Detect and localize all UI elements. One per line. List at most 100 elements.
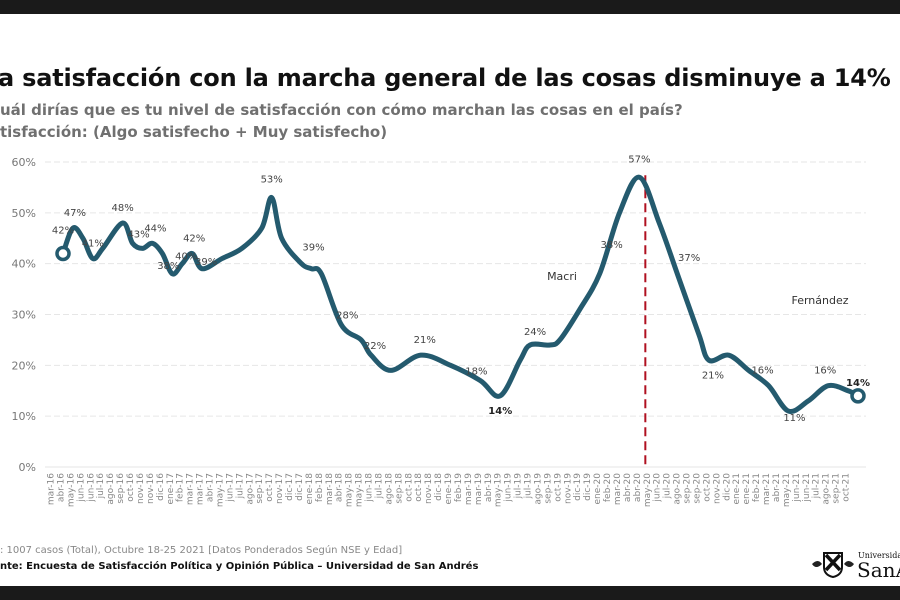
line-chart: 0%10%20%30%40%50%60%mar-16 abr-16 may-16 ju… bbox=[12, 154, 870, 507]
x-tick-label: oct-20 bbox=[702, 473, 712, 502]
x-tick-label: abr-21 bbox=[772, 473, 782, 502]
logo-text-line1: Universidad bbox=[858, 551, 900, 560]
x-tick-label: sep-20 bbox=[683, 473, 693, 504]
x-tick-label: sep-18 bbox=[394, 473, 404, 504]
x-tick-label: jul-19 bbox=[524, 473, 534, 500]
data-label: 42% bbox=[52, 226, 74, 237]
x-tick-label: nov-17 bbox=[275, 473, 285, 504]
x-tick-label: ene-17 bbox=[166, 473, 176, 504]
x-tick-label: oct-16 bbox=[126, 473, 136, 502]
x-tick-label: oct-18 bbox=[404, 473, 414, 502]
x-tick-label: ago-20 bbox=[673, 473, 683, 505]
x-tick-label: jun-19 bbox=[504, 473, 514, 503]
x-tick-label: may-19 bbox=[494, 473, 504, 507]
endpoint-marker bbox=[55, 245, 71, 262]
data-label: 18% bbox=[465, 367, 487, 378]
x-tick-label: jul-16 bbox=[96, 473, 106, 500]
x-tick-label: dic-19 bbox=[583, 473, 593, 501]
x-tick-label: ene-19 bbox=[444, 473, 454, 505]
bottom-black-bar bbox=[0, 586, 900, 600]
y-tick-label: 40% bbox=[12, 258, 36, 271]
data-label: 38% bbox=[601, 240, 623, 251]
y-tick-label: 0% bbox=[19, 461, 36, 474]
x-tick-label: jun-16 bbox=[76, 473, 86, 503]
x-tick-label: may-16 bbox=[66, 473, 76, 507]
x-tick-label: ago-16 bbox=[106, 473, 116, 505]
x-tick-label: mar-19 bbox=[464, 473, 474, 505]
top-black-bar bbox=[0, 0, 900, 14]
x-tick-label: sep-21 bbox=[832, 473, 842, 504]
x-tick-label: oct-18 bbox=[414, 473, 424, 502]
x-tick-label: sep-16 bbox=[116, 473, 126, 504]
data-label: 47% bbox=[64, 208, 86, 219]
x-tick-label: nov-16 bbox=[146, 473, 156, 504]
x-tick-label: oct-17 bbox=[265, 473, 275, 502]
x-tick-label: nov-18 bbox=[424, 473, 434, 504]
x-tick-label: mar-16 bbox=[47, 473, 57, 505]
data-label: 22% bbox=[364, 341, 386, 352]
x-tick-label: ago-17 bbox=[245, 473, 255, 505]
page-title: a satisfacción con la marcha general de … bbox=[0, 64, 891, 92]
data-label: 41% bbox=[82, 239, 104, 250]
x-tick-label: dic-16 bbox=[156, 473, 166, 501]
x-tick-label: abr-20 bbox=[633, 473, 643, 502]
x-tick-label: mar-20 bbox=[613, 473, 623, 505]
y-tick-label: 50% bbox=[12, 207, 36, 220]
x-tick-label: abr-20 bbox=[623, 473, 633, 502]
x-tick-label: ene-20 bbox=[593, 473, 603, 505]
x-tick-label: jun-18 bbox=[365, 473, 375, 503]
data-label: 42% bbox=[183, 234, 205, 245]
data-label: 21% bbox=[414, 335, 436, 346]
data-label: 38% bbox=[157, 261, 179, 272]
x-tick-label: may-20 bbox=[643, 473, 653, 507]
x-tick-label: dic-17 bbox=[295, 473, 305, 501]
x-tick-label: nov-20 bbox=[712, 473, 722, 504]
data-label: 28% bbox=[336, 311, 358, 322]
x-tick-label: ago-19 bbox=[533, 473, 543, 505]
x-tick-label: sep-20 bbox=[692, 473, 702, 504]
x-tick-label: oct-21 bbox=[842, 473, 852, 502]
x-tick-label: jun-17 bbox=[225, 473, 235, 503]
annotation-macri: Macri bbox=[547, 270, 577, 283]
data-label: 48% bbox=[112, 203, 134, 214]
y-tick-label: 30% bbox=[12, 309, 36, 322]
data-label: 39% bbox=[195, 257, 217, 268]
data-label: 53% bbox=[261, 175, 283, 186]
x-tick-label: sep-19 bbox=[543, 473, 553, 504]
x-tick-label: jul-18 bbox=[374, 473, 384, 500]
x-tick-label: dic-17 bbox=[285, 473, 295, 501]
x-tick-label: mar-18 bbox=[325, 473, 335, 505]
x-tick-label: dic-18 bbox=[434, 473, 444, 501]
x-tick-label: abr-19 bbox=[484, 473, 494, 502]
y-tick-label: 60% bbox=[12, 156, 36, 169]
x-tick-label: feb-18 bbox=[315, 473, 325, 502]
x-tick-label: ene-21 bbox=[732, 473, 742, 504]
x-tick-label: may-18 bbox=[345, 473, 355, 507]
data-label: 14% bbox=[488, 406, 512, 417]
x-tick-label: mar-17 bbox=[186, 473, 196, 505]
x-tick-label: jul-21 bbox=[812, 473, 822, 499]
x-tick-label: jul-19 bbox=[514, 473, 524, 500]
data-label: 21% bbox=[702, 370, 724, 381]
data-label: 14% bbox=[846, 378, 870, 389]
data-label: 24% bbox=[524, 327, 546, 338]
x-tick-label: jun-21 bbox=[802, 473, 812, 503]
x-tick-label: may-21 bbox=[782, 473, 792, 507]
endpoint-marker bbox=[850, 388, 866, 404]
y-tick-label: 10% bbox=[12, 410, 36, 423]
satisfaction-series-line bbox=[60, 174, 861, 415]
data-label: 44% bbox=[144, 223, 166, 234]
x-tick-label: nov-16 bbox=[136, 473, 146, 504]
x-tick-label: oct-19 bbox=[553, 473, 563, 502]
x-tick-label: feb-20 bbox=[603, 473, 613, 502]
x-tick-label: mar-19 bbox=[474, 473, 484, 505]
x-tick-label: mar-21 bbox=[762, 473, 772, 505]
x-tick-label: may-17 bbox=[215, 473, 225, 507]
data-label: 16% bbox=[751, 366, 773, 377]
subtitle-measure: tisfacción: (Algo satisfecho + Muy satis… bbox=[0, 123, 388, 141]
x-tick-label: nov-19 bbox=[563, 473, 573, 504]
x-tick-label: jun-20 bbox=[653, 473, 663, 503]
x-tick-label: abr-17 bbox=[206, 473, 216, 502]
x-tick-label: ene-18 bbox=[305, 473, 315, 505]
